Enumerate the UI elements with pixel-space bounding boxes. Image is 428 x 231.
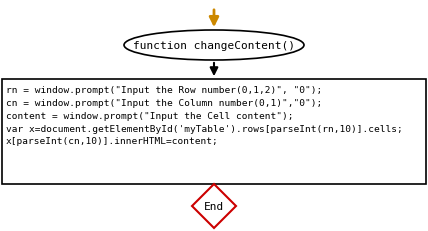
Bar [2, 80, 426, 184]
Text: function changeContent(): function changeContent() [133, 41, 295, 51]
Ellipse shape [124, 31, 304, 61]
Polygon shape [192, 184, 236, 228]
Text: rn = window.prompt("Input the Row number(0,1,2)", "0");
cn = window.prompt("Inpu: rn = window.prompt("Input the Row number… [6, 86, 403, 146]
Text: End: End [204, 201, 224, 211]
